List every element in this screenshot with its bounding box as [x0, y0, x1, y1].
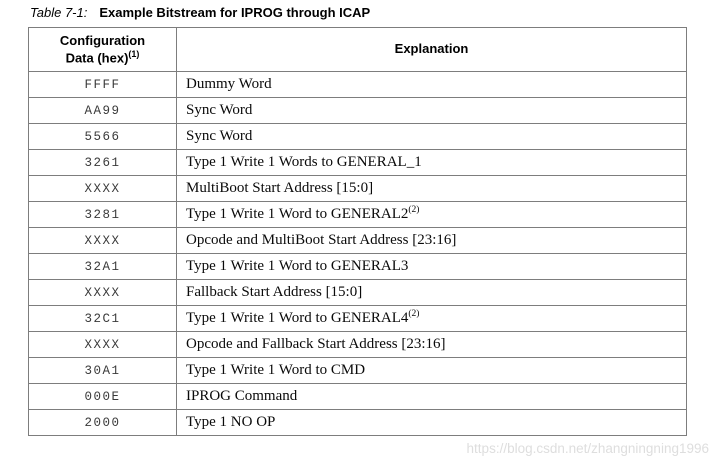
table-row: XXXX Opcode and Fallback Start Address [… — [28, 331, 687, 358]
table-row: 000E IPROG Command — [28, 383, 687, 410]
explanation-cell: Type 1 Write 1 Words to GENERAL_1 — [176, 149, 687, 176]
column-header-explanation: Explanation — [176, 27, 687, 72]
table-body: FFFF Dummy Word AA99 Sync Word 5566 Sync… — [28, 71, 687, 436]
hex-cell: XXXX — [28, 279, 177, 306]
table-row: 30A1 Type 1 Write 1 Word to CMD — [28, 357, 687, 384]
explanation-cell: Type 1 NO OP — [176, 409, 687, 436]
explanation-cell: Type 1 Write 1 Word to GENERAL2(2) — [176, 201, 687, 228]
table-row: XXXX MultiBoot Start Address [15:0] — [28, 175, 687, 202]
table-row: 3281 Type 1 Write 1 Word to GENERAL2(2) — [28, 201, 687, 228]
bitstream-table: Configuration Data (hex)(1) Explanation … — [28, 27, 687, 436]
explanation-cell: Sync Word — [176, 97, 687, 124]
explanation-cell: Fallback Start Address [15:0] — [176, 279, 687, 306]
hex-cell: 2000 — [28, 409, 177, 436]
hex-cell: 3261 — [28, 149, 177, 176]
hex-cell: 5566 — [28, 123, 177, 150]
column-header-line2: Data (hex)(1) — [65, 48, 140, 66]
hex-cell: 32A1 — [28, 253, 177, 280]
hex-cell: 32C1 — [28, 305, 177, 332]
table-row: 32C1 Type 1 Write 1 Word to GENERAL4(2) — [28, 305, 687, 332]
table-caption-text: Example Bitstream for IPROG through ICAP — [99, 5, 371, 20]
table-row: AA99 Sync Word — [28, 97, 687, 124]
column-header-line1: Configuration — [59, 32, 146, 48]
hex-cell: 30A1 — [28, 357, 177, 384]
explanation-cell: IPROG Command — [176, 383, 687, 410]
explanation-cell: Type 1 Write 1 Word to CMD — [176, 357, 687, 384]
hex-cell: XXXX — [28, 331, 177, 358]
table-row: FFFF Dummy Word — [28, 71, 687, 98]
explanation-cell: Type 1 Write 1 Word to GENERAL3 — [176, 253, 687, 280]
explanation-cell: Sync Word — [176, 123, 687, 150]
table-header: Configuration Data (hex)(1) Explanation — [28, 27, 687, 72]
table-row: 32A1 Type 1 Write 1 Word to GENERAL3 — [28, 253, 687, 280]
explanation-cell: Opcode and MultiBoot Start Address [23:1… — [176, 227, 687, 254]
table-row: XXXX Fallback Start Address [15:0] — [28, 279, 687, 306]
table-row: 2000 Type 1 NO OP — [28, 409, 687, 436]
hex-cell: 3281 — [28, 201, 177, 228]
explanation-cell: Dummy Word — [176, 71, 687, 98]
footnote-ref-2: (2) — [408, 309, 420, 319]
table-caption: Table 7-1: Example Bitstream for IPROG th… — [30, 5, 370, 20]
footnote-ref-2: (2) — [408, 205, 420, 215]
column-header-configuration-data: Configuration Data (hex)(1) — [28, 27, 177, 72]
watermark-url: https://blog.csdn.net/zhangningning1996 — [466, 441, 709, 456]
hex-cell: 000E — [28, 383, 177, 410]
table-row: 5566 Sync Word — [28, 123, 687, 150]
table-row: 3261 Type 1 Write 1 Words to GENERAL_1 — [28, 149, 687, 176]
hex-cell: XXXX — [28, 175, 177, 202]
explanation-cell: Type 1 Write 1 Word to GENERAL4(2) — [176, 305, 687, 332]
table-caption-number: Table 7-1: — [30, 5, 88, 20]
hex-cell: AA99 — [28, 97, 177, 124]
hex-cell: FFFF — [28, 71, 177, 98]
footnote-ref-1: (1) — [128, 48, 140, 59]
table-row: XXXX Opcode and MultiBoot Start Address … — [28, 227, 687, 254]
hex-cell: XXXX — [28, 227, 177, 254]
explanation-cell: Opcode and Fallback Start Address [23:16… — [176, 331, 687, 358]
explanation-cell: MultiBoot Start Address [15:0] — [176, 175, 687, 202]
